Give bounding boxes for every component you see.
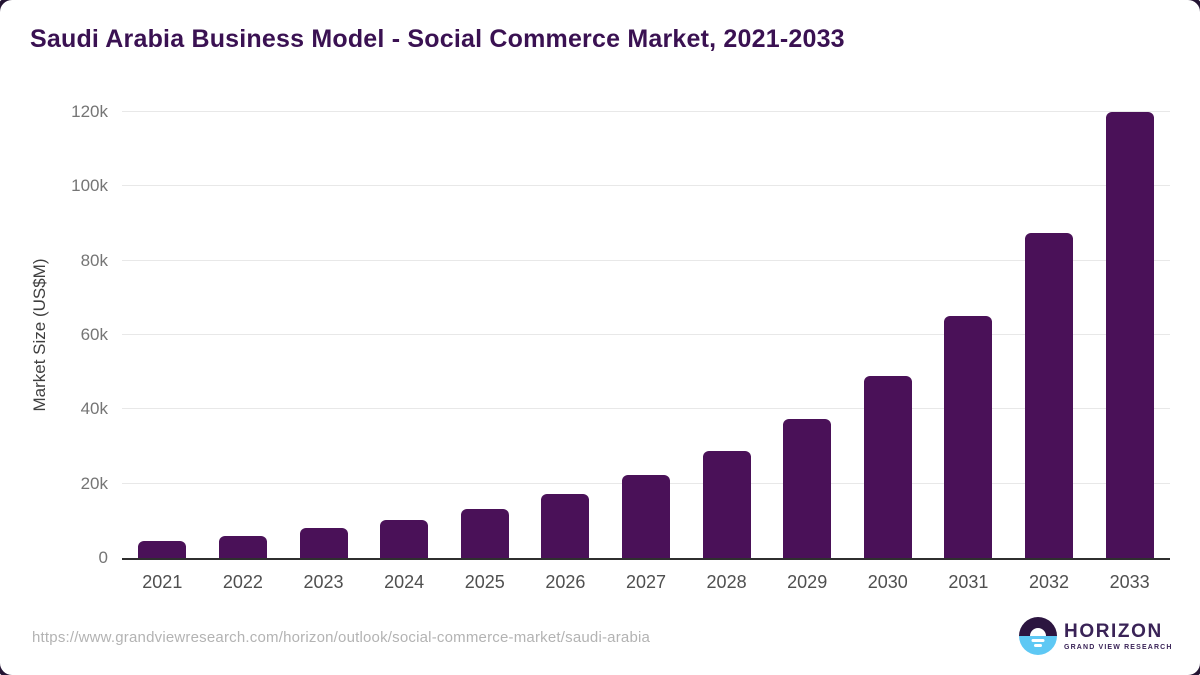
y-axis-title: Market Size (US$M)	[30, 258, 49, 412]
bar-2024	[380, 520, 429, 558]
bar-slot	[928, 112, 1009, 558]
bar-slot	[203, 112, 284, 558]
x-tick-label: 2025	[464, 572, 505, 592]
bar-slot	[525, 112, 606, 558]
bar-2021	[138, 541, 187, 558]
logo-brand-name: HORIZON	[1064, 620, 1163, 642]
bar-2028	[702, 450, 751, 558]
horizon-logo-icon	[1019, 617, 1057, 655]
y-tick-label: 20k	[80, 473, 108, 493]
sun-hole-shape	[1030, 628, 1046, 636]
source-url: https://www.grandviewresearch.com/horizo…	[32, 629, 651, 646]
bar-2027	[621, 474, 670, 558]
bar-2026	[541, 493, 590, 558]
bar-2030	[863, 375, 912, 558]
bar-slot	[686, 112, 767, 558]
x-tick-label: 2026	[545, 572, 586, 592]
x-tick-label: 2021	[142, 572, 183, 592]
x-tick-label: 2027	[625, 572, 666, 592]
bar-2022	[218, 535, 267, 558]
x-tick-label: 2028	[706, 572, 747, 592]
logo-text: HORIZON GRAND VIEW RESEARCH	[1064, 622, 1173, 651]
y-tick-label: 120k	[71, 102, 108, 121]
gridline	[122, 408, 1170, 410]
x-tick-label: 2031	[948, 572, 989, 592]
bar-slot	[283, 112, 364, 558]
y-tick-label: 0	[98, 548, 108, 567]
bar-slot	[122, 112, 203, 558]
chart-title: Saudi Arabia Business Model - Social Com…	[30, 25, 845, 53]
y-tick-label: 40k	[80, 399, 108, 419]
plot-area: 0 20k 40k 60k 80k 100k 120k	[71, 102, 1170, 567]
bar-2023	[299, 528, 348, 558]
horizon-logo: HORIZON GRAND VIEW RESEARCH	[1019, 617, 1173, 655]
bar-slot	[1089, 112, 1170, 558]
bar-2029	[783, 418, 832, 558]
gridline	[122, 334, 1170, 335]
gridline	[122, 185, 1170, 187]
logo-subtitle: GRAND VIEW RESEARCH	[1064, 643, 1173, 651]
x-tick-label: 2030	[867, 572, 908, 592]
bars-container	[122, 112, 1170, 558]
x-tick-label: 2022	[222, 572, 263, 592]
bar-slot	[1009, 112, 1090, 558]
reflection-line-icon	[1034, 644, 1042, 647]
x-tick-label: 2024	[384, 572, 425, 592]
y-tick-label: 60k	[80, 325, 108, 344]
x-tick-label: 2033	[1109, 572, 1150, 592]
bar-slot	[767, 112, 848, 558]
bar-slot	[606, 112, 687, 558]
bar-2025	[460, 509, 509, 558]
y-tick-label: 80k	[80, 250, 108, 270]
bar-slot	[444, 112, 525, 558]
bar-2032	[1025, 232, 1073, 558]
bar-slot	[847, 112, 928, 558]
x-tick-label: 2032	[1028, 572, 1070, 592]
reflection-line-icon	[1031, 639, 1045, 642]
x-axis-labels: 2021 2022 2023 2024 2025 2026 2027 2028 2029 2030…	[122, 560, 1170, 593]
x-tick-label: 2023	[303, 572, 344, 592]
gridline	[122, 259, 1170, 261]
y-tick-label: 100k	[71, 176, 108, 196]
bar-slot	[364, 112, 445, 558]
x-tick-label: 2029	[787, 572, 828, 592]
gridline	[122, 111, 1170, 112]
bar-2031	[944, 316, 993, 558]
bar-2033	[1105, 112, 1154, 558]
